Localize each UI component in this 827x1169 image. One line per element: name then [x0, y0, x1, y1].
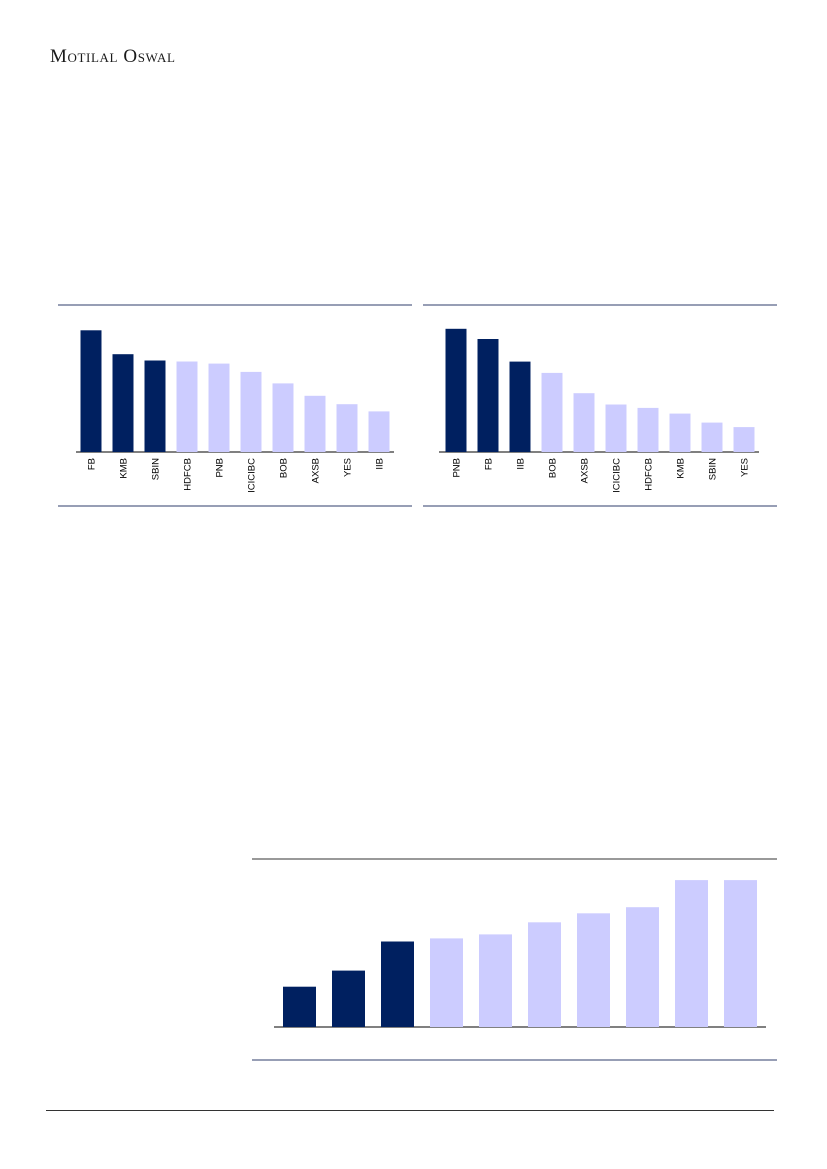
bar-axsb	[304, 395, 326, 452]
bar-9	[675, 880, 708, 1027]
bar-1	[283, 986, 316, 1027]
bar-chart-1: FB KMB SBIN HDFCB PNB ICICIBC BOB AXSB YES IIB	[58, 304, 412, 507]
x-tick-label: YES	[740, 458, 751, 477]
x-tick-label: KMB	[676, 458, 687, 479]
bar-5	[479, 934, 512, 1027]
bar-kmb	[669, 413, 691, 452]
x-tick-label: SBIN	[708, 458, 719, 480]
bar-sbin	[701, 422, 723, 452]
bar-kmb	[112, 354, 134, 452]
x-tick-label: FB	[87, 458, 98, 470]
bar-4	[430, 938, 463, 1027]
bar-bob	[272, 383, 294, 452]
bar-6	[528, 922, 561, 1027]
x-tick-label: BOB	[548, 458, 559, 478]
bar-icicibc	[605, 404, 627, 452]
bar-yes	[733, 427, 755, 452]
bar-3	[381, 941, 414, 1027]
bar-8	[626, 907, 659, 1027]
x-tick-label: PNB	[215, 458, 226, 478]
x-tick-label: YES	[343, 458, 354, 477]
bar-icicibc	[240, 371, 262, 452]
x-tick-label: HDFCB	[183, 458, 194, 491]
bar-hdfcb	[176, 361, 198, 452]
x-tick-label: IIB	[516, 458, 527, 470]
bar-fb	[477, 339, 499, 452]
x-tick-label: SBIN	[151, 458, 162, 480]
bar-iib	[509, 361, 531, 452]
bar-chart-2: PNB FB IIB BOB AXSB ICICIBC HDFCB KMB SBIN YES	[423, 304, 777, 507]
bar-pnb	[208, 363, 230, 452]
x-tick-label: AXSB	[580, 458, 591, 483]
x-tick-label: AXSB	[311, 458, 322, 483]
bar-hdfcb	[637, 407, 659, 452]
bar-sbin	[144, 360, 166, 452]
x-tick-label: IIB	[375, 458, 386, 470]
x-tick-label: ICICIBC	[247, 458, 258, 493]
bar-pnb	[445, 328, 467, 452]
bar-7	[577, 913, 610, 1027]
bar-chart-3	[252, 858, 777, 1061]
x-tick-label: BOB	[279, 458, 290, 478]
bar-fb	[80, 330, 102, 452]
brand-logo-text: Motilal Oswal	[50, 46, 176, 67]
x-tick-label: KMB	[119, 458, 130, 479]
x-tick-label: PNB	[452, 458, 463, 478]
bar-axsb	[573, 393, 595, 452]
bar-10	[724, 880, 757, 1027]
x-tick-label: HDFCB	[644, 458, 655, 491]
x-tick-label: ICICIBC	[612, 458, 623, 493]
bar-iib	[368, 411, 390, 452]
bar-2	[332, 970, 365, 1027]
bar-bob	[541, 372, 563, 452]
footer-rule	[46, 1110, 774, 1111]
x-tick-label: FB	[484, 458, 495, 470]
bar-yes	[336, 404, 358, 452]
